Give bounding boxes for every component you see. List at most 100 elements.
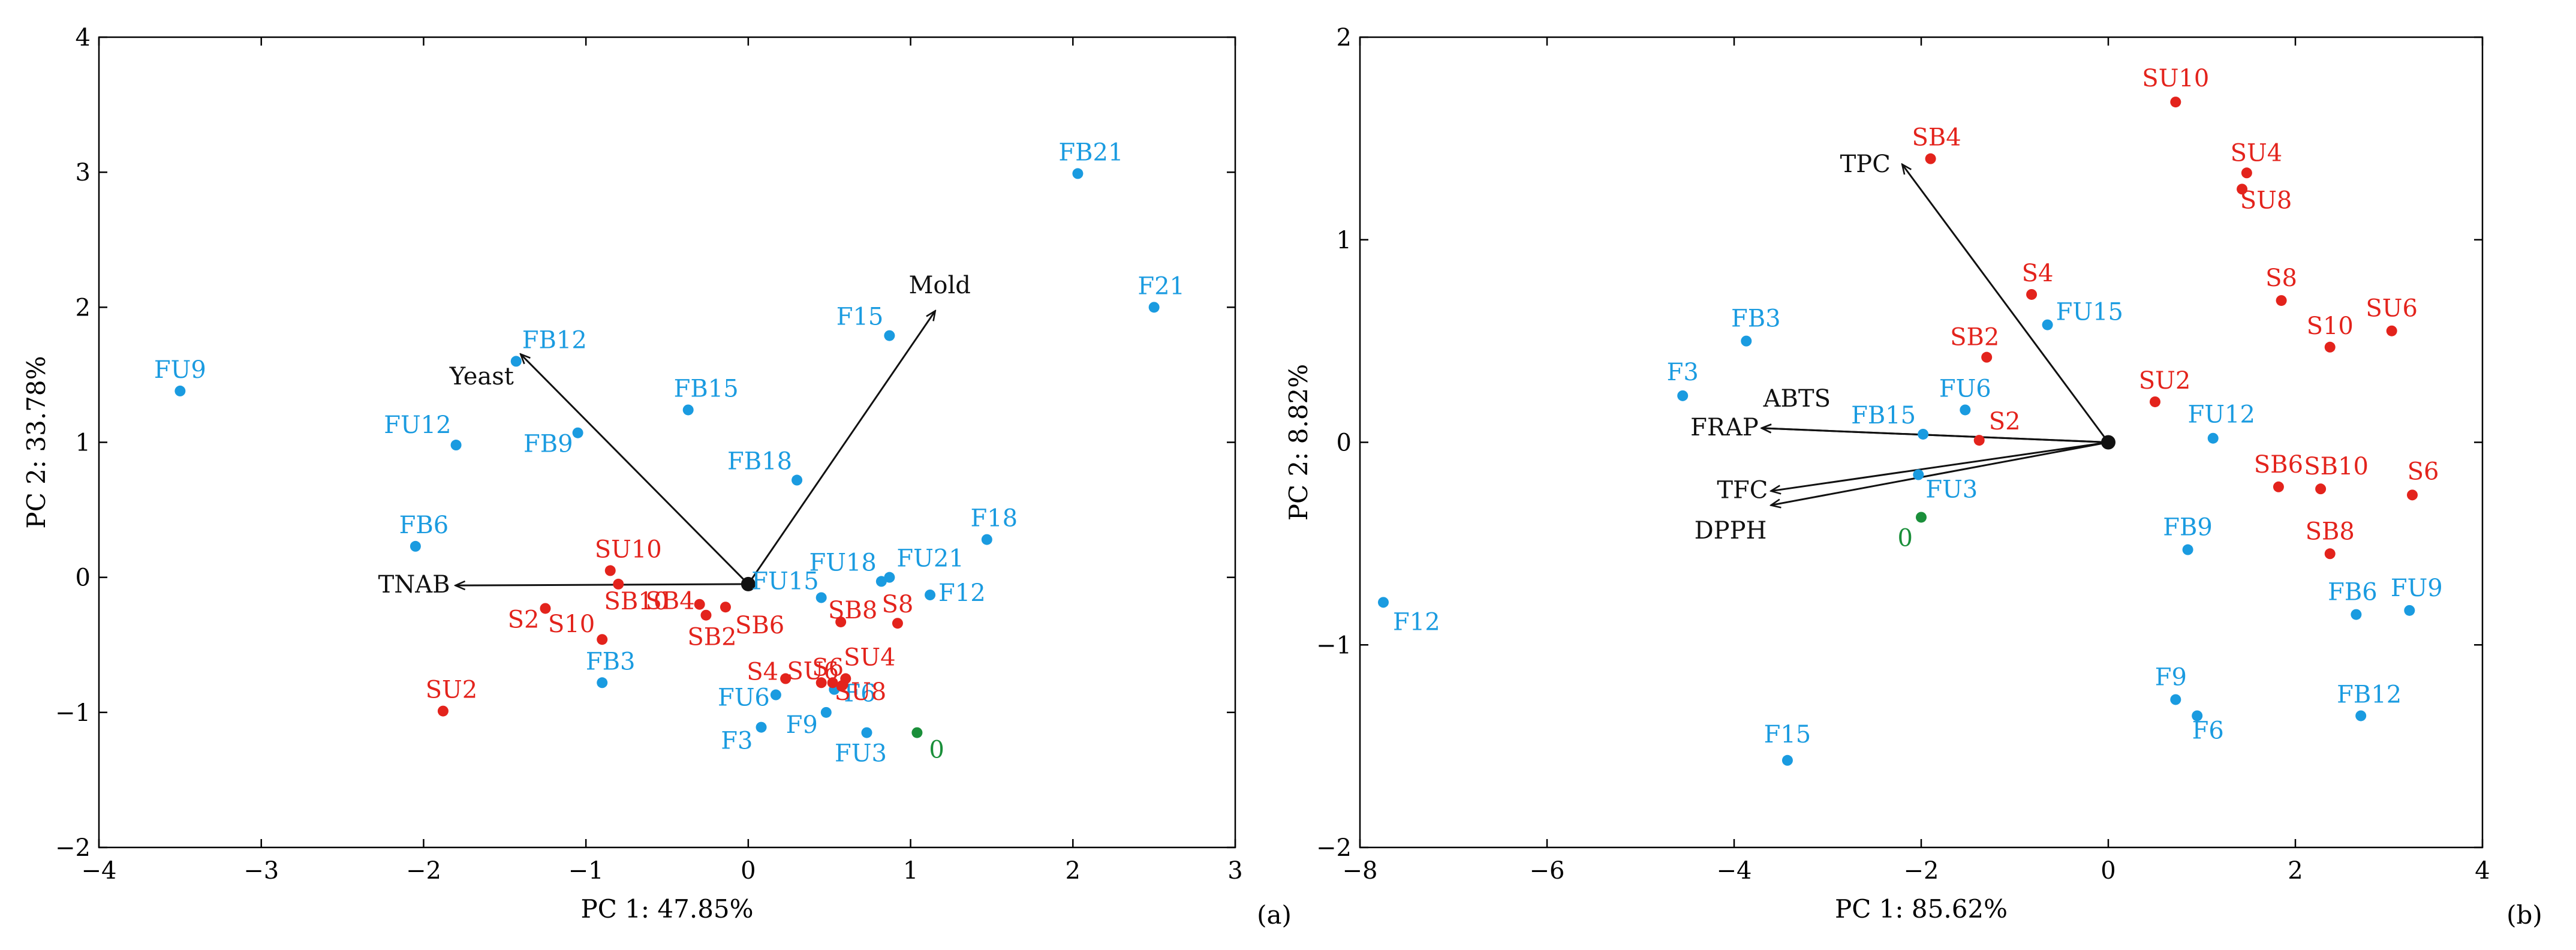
panel-b-point-label-s2: S2 xyxy=(1989,408,2021,435)
panel-a-panel-label: (a) xyxy=(1257,900,1292,930)
panel-a-y-tick-label: −1 xyxy=(55,699,91,727)
panel-a-x-tick-label: −2 xyxy=(406,857,441,885)
panel-a-point-label-zero: 0 xyxy=(929,736,944,764)
panel-a-point-label-su4: SU4 xyxy=(844,644,896,672)
panel-a-point-label-fb12: FB12 xyxy=(522,326,587,354)
panel-b-point-s10 xyxy=(2324,341,2336,353)
panel-a-point-label-fu12: FU12 xyxy=(384,411,451,439)
panel-b-point-f15 xyxy=(1781,754,1793,766)
panel-a-point-label-fb15: FB15 xyxy=(674,375,739,402)
panel-a-loading-label-mold: Mold xyxy=(908,272,970,299)
panel-a-point-label-su10: SU10 xyxy=(595,536,662,563)
panel-a-point-sb8 xyxy=(835,616,847,627)
panel-b-point-s2 xyxy=(1973,435,1985,446)
panel-a-point-sb4 xyxy=(694,599,705,610)
panel-a-point-fu3 xyxy=(861,727,872,738)
panel-a-point-f18 xyxy=(981,534,992,545)
panel-b-point-label-f3: F3 xyxy=(1667,359,1699,386)
panel-a-point-label-sb6: SB6 xyxy=(735,612,784,639)
panel-a-y-axis-label: PC 2: 33.78% xyxy=(22,356,51,528)
panel-b-y-tick-label: 0 xyxy=(1337,429,1352,457)
panel-b-point-label-fb9: FB9 xyxy=(2163,514,2213,542)
panel-b-loading-arrow-tfc xyxy=(1771,441,2109,491)
panel-b-point-su10 xyxy=(2170,97,2181,108)
panel-b-point-su6 xyxy=(2386,325,2397,336)
panel-a-point-fu18 xyxy=(875,576,887,587)
panel-a-loading-arrow-tnab xyxy=(456,584,748,585)
panel-a-point-label-f15: F15 xyxy=(836,303,884,331)
panel-a-point-f21 xyxy=(1148,302,1160,313)
panel-b-point-label-fu12: FU12 xyxy=(2188,401,2255,429)
panel-b-point-f3 xyxy=(1677,390,1689,401)
panel-a-x-tick-label: 3 xyxy=(1227,857,1242,885)
panel-b-point-fu3 xyxy=(1913,469,1924,480)
panel-b-point-label-sb2: SB2 xyxy=(1950,324,1999,351)
panel-b-x-axis-label: PC 1: 85.62% xyxy=(1835,894,2008,924)
panel-b-point-label-sb10: SB10 xyxy=(2304,453,2369,480)
panel-a-point-label-fu15: FU15 xyxy=(751,567,818,595)
panel-a-x-tick-label: −1 xyxy=(568,857,604,885)
panel-b-point-sb6 xyxy=(2273,481,2284,492)
panel-a-point-sb10 xyxy=(613,578,624,590)
panel-b-point-label-f12: F12 xyxy=(1393,608,1440,636)
panel-b-x-tick-label: 2 xyxy=(2288,857,2303,885)
panel-a-point-fu12 xyxy=(450,440,462,451)
panel-a-point-zero xyxy=(911,727,923,738)
panel-b-x-tick-label: −4 xyxy=(1717,857,1752,885)
panel-b-point-sb8 xyxy=(2324,548,2336,560)
panel-b-point-label-fb6: FB6 xyxy=(2328,579,2378,606)
panel-b-loading-label-dpph: DPPH xyxy=(1695,517,1767,545)
panel-b-point-label-su10: SU10 xyxy=(2142,65,2209,92)
panel-b-loading-arrow-tpc xyxy=(1903,165,2109,443)
panel-a-point-s4 xyxy=(780,673,792,684)
panel-b-point-label-su2: SU2 xyxy=(2139,367,2191,395)
panel-b-y-axis-label: PC 2: 8.82% xyxy=(1284,364,1313,521)
panel-a-point-sb6 xyxy=(720,602,731,613)
panel-b-point-label-s10: S10 xyxy=(2307,312,2354,340)
panel-a-x-tick-label: 1 xyxy=(903,857,918,885)
panel-a-y-tick-label: 2 xyxy=(76,294,91,321)
panel-b-x-tick-label: 0 xyxy=(2100,857,2115,885)
panel-b-point-fu6 xyxy=(1960,404,1971,416)
panel-b-point-fu12 xyxy=(2207,432,2219,444)
panel-a-x-tick-label: 2 xyxy=(1066,857,1081,885)
panel-a-point-s6 xyxy=(827,677,838,689)
panel-a-y-tick-label: 4 xyxy=(76,24,91,52)
panel-b-point-label-f15: F15 xyxy=(1764,721,1811,748)
panel-a-point-f12 xyxy=(925,589,936,600)
panel-a-point-label-s2: S2 xyxy=(508,606,540,633)
panel-b-loading-label-abts: ABTS xyxy=(1763,385,1831,413)
panel-a-point-label-fb6: FB6 xyxy=(399,512,449,539)
panel-b-point-zero xyxy=(1916,512,1927,523)
panel-b-y-tick-label: −2 xyxy=(1316,834,1352,862)
panel-b-point-label-fu9: FU9 xyxy=(2391,575,2443,602)
panel-b-x-tick-label: −2 xyxy=(1904,857,1939,885)
panel-b-point-sb4 xyxy=(1925,153,1936,164)
panel-a-origin-point xyxy=(741,576,756,591)
panel-b-point-label-zero: 0 xyxy=(1898,524,1913,552)
panel-b-point-fb15 xyxy=(1918,428,1929,440)
panel-a-point-fu21 xyxy=(884,572,895,583)
panel-a-point-label-fu9: FU9 xyxy=(154,356,206,384)
panel-a-point-su2 xyxy=(437,705,449,717)
panel-a-x-tick-label: −4 xyxy=(82,857,117,885)
panel-b-point-label-fu15: FU15 xyxy=(2056,299,2123,326)
panel-a-point-label-fb3: FB3 xyxy=(586,648,636,675)
panel-b-point-label-sb8: SB8 xyxy=(2306,518,2355,545)
panel-b-point-label-sb6: SB6 xyxy=(2254,451,2303,479)
panel-b-point-fb12 xyxy=(2355,710,2367,721)
panel-a-point-s10 xyxy=(597,634,608,645)
panel-b-point-sb2 xyxy=(1981,351,1993,363)
panel-a-point-label-su2: SU2 xyxy=(426,677,478,704)
panel-a-point-label-sb2: SB2 xyxy=(687,624,736,651)
panel-b-point-sb10 xyxy=(2315,483,2327,495)
panel-a-point-f3 xyxy=(756,721,767,733)
panel-b-biplot: −8 −6 −4 −2 0 2 4 −2 −1 0 1 2 PC 1: 85.62% PC 2: 8.82… xyxy=(1284,24,2542,930)
panel-b-point-fu15 xyxy=(2042,319,2053,330)
panel-a-point-su6 xyxy=(815,677,827,689)
panel-a-y-tick-label: 3 xyxy=(76,159,91,187)
panel-b-point-label-f9: F9 xyxy=(2155,663,2187,691)
panel-a-point-label-f21: F21 xyxy=(1137,272,1185,300)
panel-a-x-tick-label: −3 xyxy=(243,857,279,885)
panel-a-point-label-fu6: FU6 xyxy=(718,684,770,712)
